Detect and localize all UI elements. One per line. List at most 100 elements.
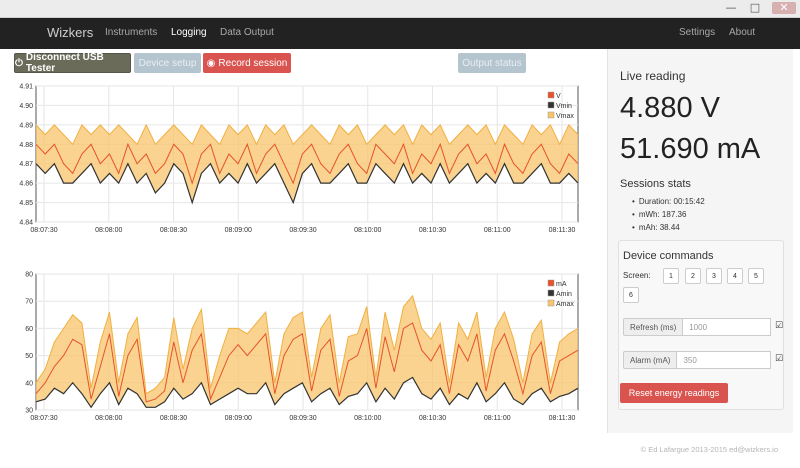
reset-energy-button[interactable]: Reset energy readings <box>620 383 728 403</box>
maximize-icon[interactable]: □ <box>749 1 761 14</box>
device-commands-title: Device commands <box>623 250 714 262</box>
y-tick-label: 30 <box>25 408 33 415</box>
current-reading: 51.690 mA <box>620 133 761 165</box>
voltage-reading: 4.880 V <box>620 92 720 124</box>
range-band <box>36 295 578 408</box>
legend-label: Amax <box>556 301 574 308</box>
brand-logo[interactable]: Wizkers <box>47 25 94 40</box>
y-tick-label: 4.90 <box>19 103 33 110</box>
y-tick-label: 60 <box>25 326 33 333</box>
x-tick-label: 08:09:30 <box>289 415 316 422</box>
device-setup-label: Device setup <box>138 57 197 69</box>
record-session-button[interactable]: ◉ Record session <box>203 53 291 73</box>
series-min-line <box>35 376 579 409</box>
screen-button-6[interactable]: 6 <box>623 287 639 303</box>
stat-mwh: mWh: 187.36 <box>632 210 705 219</box>
alarm-label: Alarm (mA) <box>623 351 678 369</box>
session-stats-title: Sessions stats <box>620 178 691 190</box>
x-tick-label: 08:11:00 <box>484 227 511 234</box>
nav-about[interactable]: About <box>729 27 756 38</box>
series-max-line <box>35 123 579 146</box>
device-commands-box: Device commands Screen: 1 2 3 4 5 6 Refr… <box>618 240 784 410</box>
x-tick-label: 08:11:30 <box>549 227 576 234</box>
alarm-apply-icon[interactable]: ☑ <box>775 354 784 364</box>
refresh-label: Refresh (ms) <box>623 318 684 336</box>
x-tick-label: 08:09:30 <box>289 227 316 234</box>
legend-swatch <box>547 289 555 297</box>
legend-swatch <box>547 279 555 287</box>
legend-label: Amin <box>556 291 572 298</box>
refresh-input-group: Refresh (ms) 1000 <box>623 318 771 336</box>
y-tick-label: 4.85 <box>19 200 33 207</box>
screen-button-5[interactable]: 5 <box>748 268 764 284</box>
stat-mah: mAh: 38.44 <box>632 223 705 232</box>
refresh-apply-icon[interactable]: ☑ <box>775 321 784 331</box>
x-tick-label: 08:11:00 <box>484 415 511 422</box>
y-tick-label: 50 <box>25 353 33 360</box>
x-tick-label: 08:10:00 <box>354 227 381 234</box>
screen-button-2[interactable]: 2 <box>685 268 701 284</box>
disconnect-usb-button[interactable]: ⏻ Disconnect USB Tester <box>14 52 131 74</box>
navbar: Wizkers Instruments Logging Data Output … <box>0 18 800 49</box>
nav-instruments[interactable]: Instruments <box>105 27 158 38</box>
screen-label: Screen: <box>623 271 651 280</box>
x-tick-label: 08:08:30 <box>160 227 187 234</box>
x-tick-label: 08:09:00 <box>225 227 252 234</box>
session-stats-list: Duration: 00:15:42 mWh: 187.36 mAh: 38.4… <box>632 197 705 236</box>
nav-logging[interactable]: Logging <box>171 27 207 38</box>
x-tick-label: 08:07:30 <box>30 415 57 422</box>
y-tick-label: 4.84 <box>19 220 33 227</box>
x-tick-label: 08:08:00 <box>95 227 122 234</box>
legend-swatch <box>547 101 555 109</box>
disconnect-label: Disconnect USB Tester <box>25 52 104 74</box>
legend-label: Vmax <box>556 113 574 120</box>
window-titlebar: — □ ✕ <box>0 0 800 18</box>
series-value-line <box>35 142 579 185</box>
legend-swatch <box>547 91 555 99</box>
record-icon: ◉ <box>206 57 216 69</box>
device-setup-button[interactable]: Device setup <box>134 53 201 73</box>
legend-label: V <box>556 93 561 100</box>
legend-label: mA <box>556 281 567 288</box>
y-tick-label: 4.86 <box>19 181 33 188</box>
live-panel: Live reading 4.880 V 51.690 mA Sessions … <box>607 49 793 433</box>
y-tick-label: 4.87 <box>19 161 33 168</box>
alarm-input[interactable]: 350 <box>677 351 771 369</box>
x-tick-label: 08:08:30 <box>160 415 187 422</box>
y-tick-label: 80 <box>25 272 33 279</box>
voltage-chart-svg: 4.84 4.85 4.86 4.87 4.88 4.89 4.90 4.91 08:07:30… <box>19 84 579 234</box>
screen-button-3[interactable]: 3 <box>706 268 722 284</box>
alarm-input-group: Alarm (mA) 350 <box>623 351 771 369</box>
series-max-line <box>35 294 579 395</box>
y-tick-label: 4.89 <box>19 122 33 129</box>
current-chart-svg: 30 40 50 60 70 80 08:07:30 08:08:00 08:08:30 08:0… <box>25 272 579 422</box>
y-tick-label: 4.91 <box>19 84 33 91</box>
screen-button-4[interactable]: 4 <box>727 268 743 284</box>
screen-button-1[interactable]: 1 <box>663 268 679 284</box>
x-tick-label: 08:11:30 <box>549 415 576 422</box>
voltage-chart: 4.84 4.85 4.86 4.87 4.88 4.89 4.90 4.91 08:07:30… <box>14 80 584 240</box>
legend-swatch <box>547 299 555 307</box>
live-reading-title: Live reading <box>620 69 686 83</box>
x-tick-label: 08:10:30 <box>419 415 446 422</box>
close-icon[interactable]: ✕ <box>772 2 796 14</box>
minimize-icon[interactable]: — <box>725 1 737 14</box>
current-chart: 30 40 50 60 70 80 08:07:30 08:08:00 08:08:30 08:0… <box>14 266 584 428</box>
y-tick-label: 70 <box>25 299 33 306</box>
nav-data-output[interactable]: Data Output <box>220 27 274 38</box>
footer-copyright: © Ed Lafargue 2013-2015 ed@wizkers.io <box>640 445 778 454</box>
x-tick-label: 08:07:30 <box>30 227 57 234</box>
refresh-input[interactable]: 1000 <box>683 318 771 336</box>
y-tick-label: 40 <box>25 380 33 387</box>
x-tick-label: 08:09:00 <box>225 415 252 422</box>
x-tick-label: 08:10:00 <box>354 415 381 422</box>
nav-settings[interactable]: Settings <box>679 27 716 38</box>
power-icon: ⏻ <box>15 57 23 69</box>
y-tick-label: 4.88 <box>19 142 33 149</box>
record-label: Record session <box>218 57 288 69</box>
window-controls: — □ ✕ <box>724 2 796 14</box>
series-min-line <box>35 162 579 205</box>
output-status-button[interactable]: Output status <box>458 53 526 73</box>
output-status-label: Output status <box>462 57 522 69</box>
series-value-line <box>35 322 579 403</box>
